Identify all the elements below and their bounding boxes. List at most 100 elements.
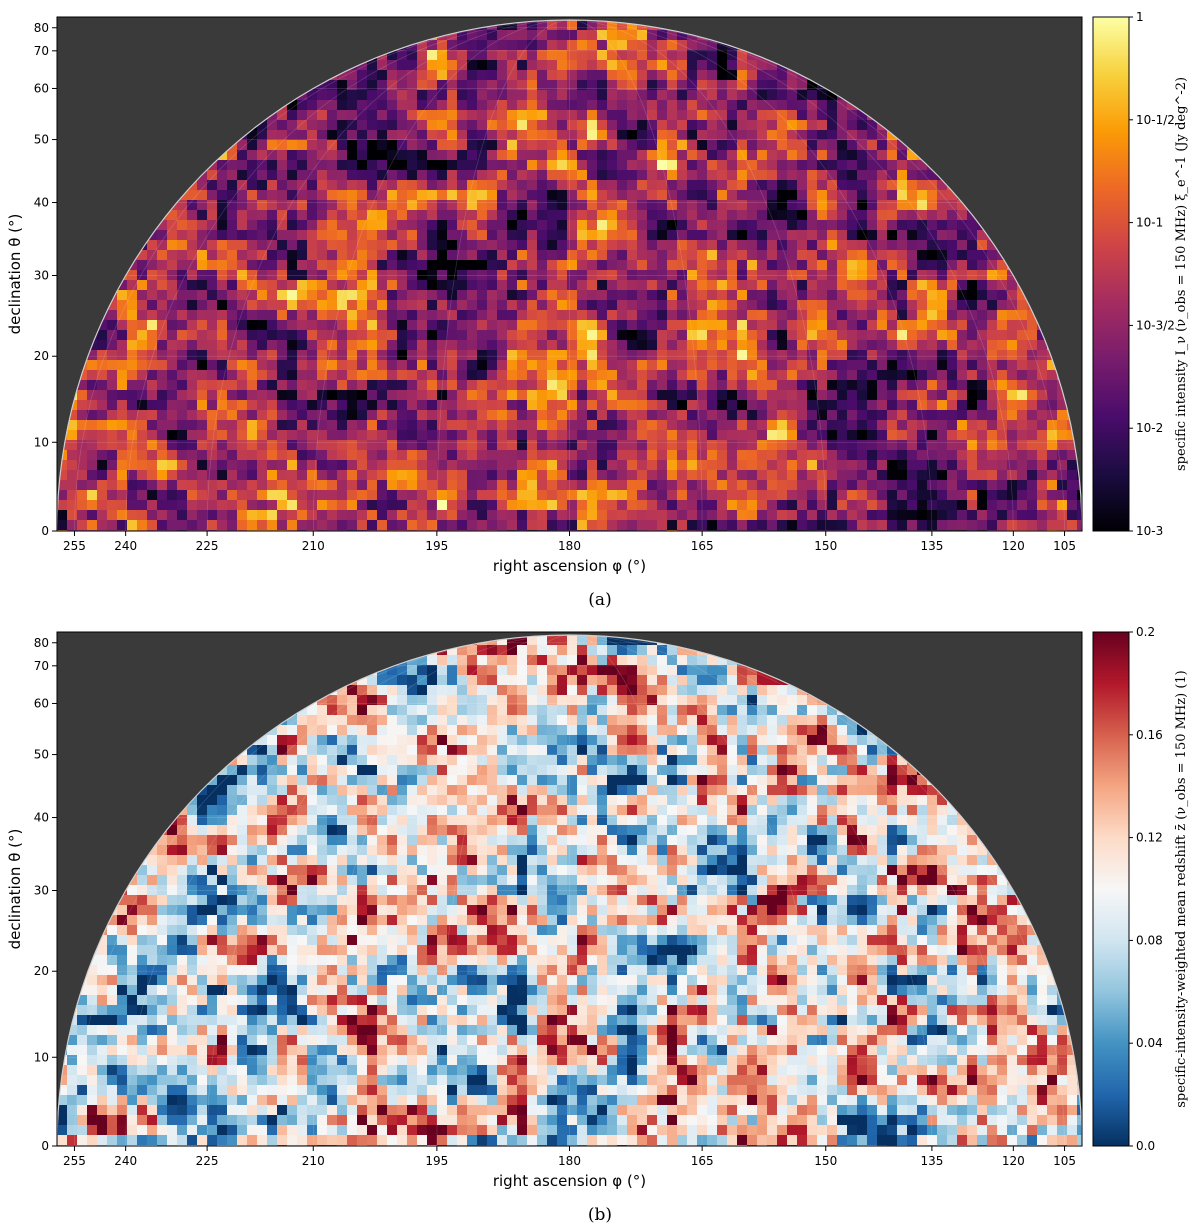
heatmap-cell [407,210,418,221]
heatmap-cell [687,270,698,281]
heatmap-cell [447,420,458,431]
heatmap-cell [247,420,258,431]
heatmap-cell [457,280,468,291]
heatmap-cell [677,370,688,381]
heatmap-cell [447,430,458,441]
heatmap-cell [917,250,928,261]
heatmap-cell [977,260,988,271]
heatmap-cell [357,350,368,361]
heatmap-cell [537,260,548,271]
heatmap-cell [107,420,118,431]
heatmap-cell [577,300,588,311]
heatmap-cell [647,370,658,381]
heatmap-cell [957,270,968,281]
heatmap-cell [627,200,638,211]
heatmap-cell [327,100,338,111]
heatmap-cell [817,210,828,221]
heatmap-cell [517,280,528,291]
heatmap-cell [117,350,128,361]
heatmap-cell [717,450,728,461]
heatmap-cell [857,450,868,461]
heatmap-cell [757,370,768,381]
heatmap-cell [877,150,888,161]
heatmap-cell [897,410,908,421]
heatmap-cell [957,220,968,231]
heatmap-cell [767,490,778,501]
heatmap-cell [467,430,478,441]
heatmap-cell [677,50,688,61]
heatmap-cell [547,220,558,231]
heatmap-cell [367,410,378,421]
heatmap-cell [487,330,498,341]
heatmap-cell [197,490,208,501]
heatmap-cell [567,430,578,441]
heatmap-cell [527,40,538,51]
heatmap-cell [327,90,338,101]
heatmap-cell [717,50,728,61]
heatmap-cell [727,260,738,271]
heatmap-cell [97,440,108,451]
heatmap-cell [327,410,338,421]
heatmap-cell [827,470,838,481]
heatmap-cell [177,330,188,341]
heatmap-cell [627,310,638,321]
heatmap-cell [597,450,608,461]
heatmap-cell [517,480,528,491]
heatmap-cell [187,410,198,421]
heatmap-cell [157,450,168,461]
heatmap-cell [577,470,588,481]
heatmap-cell [177,380,188,391]
heatmap-cell [657,170,668,181]
heatmap-cell [327,470,338,481]
heatmap-cell [517,370,528,381]
heatmap-cell [477,130,488,141]
heatmap-cell [407,380,418,391]
heatmap-cell [617,90,628,101]
heatmap-cell [287,360,298,371]
heatmap-cell [537,500,548,511]
heatmap-cell [337,350,348,361]
heatmap-cell [787,240,798,251]
heatmap-cell [797,280,808,291]
heatmap-cell [917,400,928,411]
heatmap-cell [497,70,508,81]
heatmap-cell [507,440,518,451]
heatmap-cell [717,80,728,91]
heatmap-cell [417,170,428,181]
heatmap-cell [477,320,488,331]
heatmap-cell [597,430,608,441]
heatmap-cell [357,390,368,401]
heatmap-cell [607,490,618,501]
heatmap-cell [877,260,888,271]
heatmap-cell [497,130,508,141]
heatmap-cell [627,360,638,371]
heatmap-cell [937,190,948,201]
heatmap-cell [647,320,658,331]
heatmap-cell [787,230,798,241]
heatmap-cell [667,310,678,321]
heatmap-cell [737,260,748,271]
heatmap-cell [757,360,768,371]
heatmap-cell [657,330,668,341]
heatmap-cell [567,450,578,461]
heatmap-cell [227,440,238,451]
heatmap-cell [237,390,248,401]
heatmap-cell [327,130,338,141]
heatmap-cell [837,150,848,161]
heatmap-cell [737,450,748,461]
heatmap-cell [337,270,348,281]
heatmap-cell [117,380,128,391]
heatmap-cell [457,160,468,171]
heatmap-cell [547,360,558,371]
heatmap-cell [497,240,508,251]
heatmap-cell [417,270,428,281]
heatmap-cell [777,100,788,111]
heatmap-cell [987,280,998,291]
heatmap-cell [237,400,248,411]
heatmap-cell [647,160,658,171]
heatmap-cell [997,330,1008,341]
heatmap-cell [947,270,958,281]
heatmap-cell [897,250,908,261]
heatmap-cell [267,180,278,191]
heatmap-cell [927,420,938,431]
